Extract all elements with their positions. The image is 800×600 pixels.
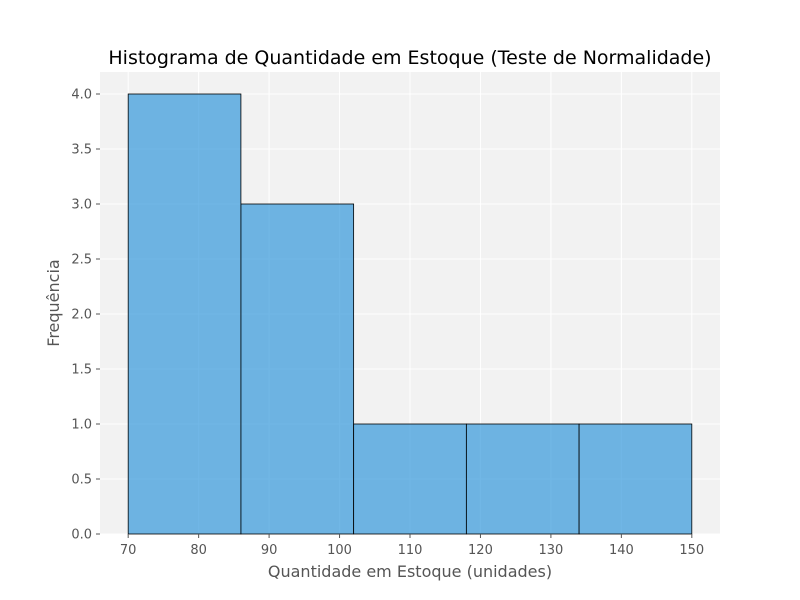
histogram-bar (465, 423, 580, 535)
x-tick-label: 90 (261, 543, 278, 558)
x-tick-label: 80 (190, 543, 207, 558)
x-tick-label: 130 (538, 543, 563, 558)
x-tick-label: 140 (609, 543, 634, 558)
histogram-bar (127, 93, 242, 535)
y-tick-label: 1.0 (71, 418, 92, 433)
y-axis-ticks: 0.0 0.5 1.0 1.5 2.0 2.5 3.0 3.5 4.0 (71, 88, 100, 543)
y-tick-label: 4.0 (71, 88, 92, 103)
x-tick-label: 120 (468, 543, 493, 558)
x-axis-ticks: 70 80 90 100 110 120 130 140 150 (120, 534, 704, 558)
histogram-bar (353, 423, 467, 535)
chart-title: Histograma de Quantidade em Estoque (Tes… (108, 47, 711, 69)
histogram-bars (127, 93, 693, 535)
y-tick-label: 2.0 (71, 308, 92, 323)
x-tick-label: 150 (679, 543, 704, 558)
x-axis-label: Quantidade em Estoque (unidades) (268, 562, 552, 581)
histogram-bar (240, 203, 355, 535)
y-axis-label: Frequência (44, 259, 63, 346)
y-tick-label: 3.5 (71, 143, 92, 158)
x-tick-label: 110 (398, 543, 423, 558)
y-tick-label: 3.0 (71, 198, 92, 213)
y-tick-label: 2.5 (71, 253, 92, 268)
x-tick-label: 70 (120, 543, 137, 558)
x-tick-label: 100 (327, 543, 352, 558)
histogram-bar (578, 423, 693, 535)
y-tick-label: 0.5 (71, 473, 92, 488)
y-tick-label: 1.5 (71, 363, 92, 378)
y-tick-label: 0.0 (71, 528, 92, 543)
